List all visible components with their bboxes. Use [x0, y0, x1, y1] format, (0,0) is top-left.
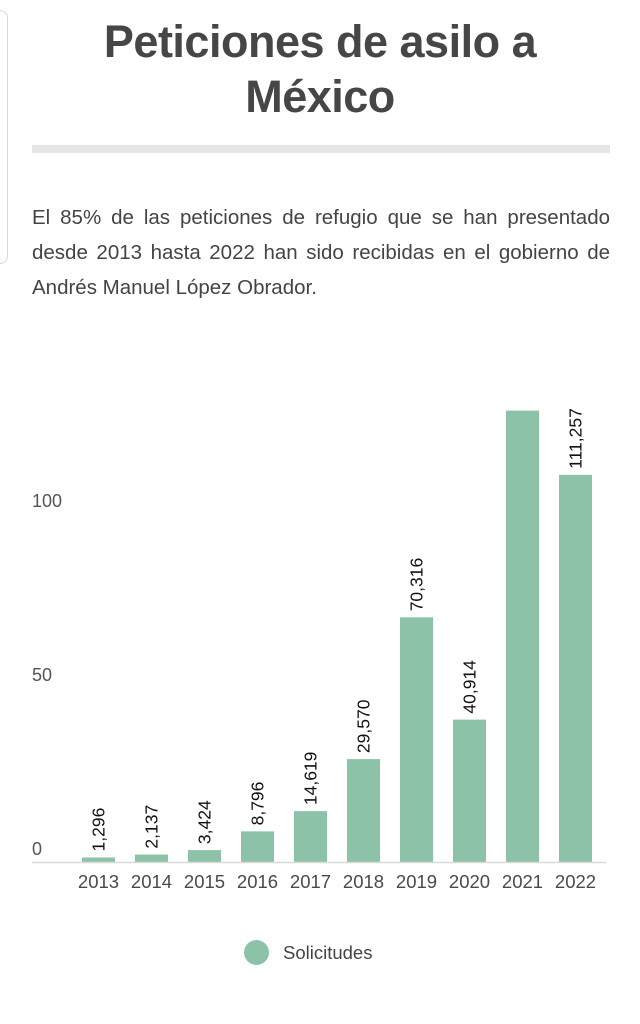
bar-2020	[453, 719, 486, 862]
x-tick-label: 2015	[184, 871, 225, 892]
data-labels-group: 1,296 2,137 3,424 8,796 14,619 29,570 70,316 40…	[89, 408, 586, 851]
bar-2016	[241, 831, 274, 862]
x-axis: 2013 2014 2015 2016 2017 2018 2019 2020 2021 2022	[78, 871, 596, 892]
x-tick-label: 2020	[449, 871, 490, 892]
data-label-2016: 8,796	[248, 782, 268, 826]
legend: Solicitudes	[244, 940, 372, 965]
data-label-2022: 111,257	[566, 408, 586, 469]
bar-2013	[82, 857, 115, 862]
data-label-2019: 70,316	[407, 558, 427, 612]
data-label-2017: 14,619	[301, 752, 321, 806]
x-tick-label: 2019	[396, 871, 437, 892]
y-axis: 0 50 100	[32, 491, 62, 859]
bar-2014	[135, 854, 168, 862]
data-label-2020: 40,914	[460, 660, 480, 714]
title-divider	[32, 145, 610, 153]
bar-2015	[188, 850, 221, 862]
y-tick-label: 0	[32, 839, 42, 859]
bars-group	[82, 410, 592, 862]
x-tick-label: 2018	[343, 871, 384, 892]
chart-description: El 85% de las peticiones de refugio que …	[32, 206, 610, 299]
y-tick-label: 50	[32, 665, 52, 685]
x-tick-label: 2021	[502, 871, 543, 892]
bar-2019	[400, 617, 433, 862]
data-label-2015: 3,424	[195, 800, 215, 844]
x-tick-label: 2014	[131, 871, 172, 892]
bar-2022	[559, 474, 592, 862]
bar-2017	[294, 811, 327, 862]
x-tick-label: 2022	[555, 871, 596, 892]
data-label-2014: 2,137	[142, 805, 162, 849]
bar-2018	[347, 759, 380, 862]
x-tick-label: 2017	[290, 871, 331, 892]
data-label-2018: 29,570	[354, 699, 374, 753]
data-label-2013: 1,296	[89, 808, 109, 852]
bar-2021	[506, 410, 539, 862]
x-tick-label: 2016	[237, 871, 278, 892]
legend-label: Solicitudes	[283, 941, 373, 963]
page-title: Peticiones de asilo a México	[103, 16, 537, 122]
legend-swatch	[244, 940, 269, 965]
x-tick-label: 2013	[78, 871, 119, 892]
y-tick-label: 100	[32, 491, 62, 511]
